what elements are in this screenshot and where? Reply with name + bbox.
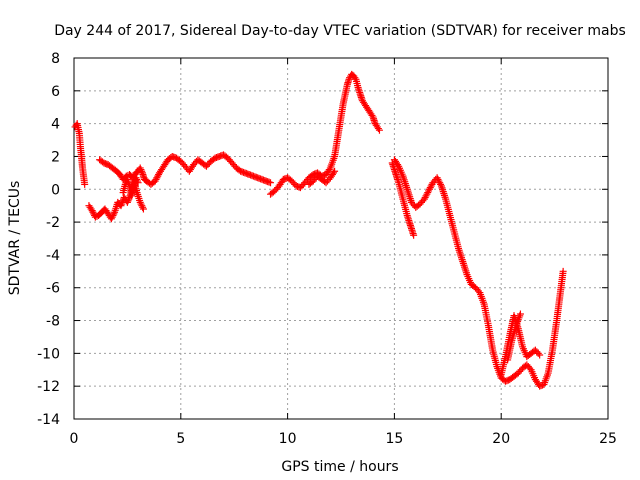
x-axis-label: GPS time / hours bbox=[281, 459, 398, 475]
data-point bbox=[434, 175, 442, 183]
data-point bbox=[368, 111, 376, 119]
y-tick-label: -14 bbox=[37, 412, 60, 428]
grid bbox=[74, 58, 608, 419]
data-point bbox=[91, 213, 99, 221]
data-point bbox=[424, 189, 432, 197]
data-point bbox=[125, 195, 133, 203]
y-tick-label: 0 bbox=[51, 182, 60, 198]
y-tick-label: 4 bbox=[51, 117, 60, 133]
data-point bbox=[516, 310, 524, 318]
data-point bbox=[132, 174, 140, 182]
chart-title: Day 244 of 2017, Sidereal Day-to-day VTE… bbox=[54, 23, 626, 39]
series-group bbox=[390, 156, 567, 390]
series-group bbox=[119, 174, 142, 200]
data-point bbox=[137, 200, 145, 208]
data-point bbox=[374, 125, 382, 133]
y-tick-label: -6 bbox=[46, 281, 60, 297]
data-point bbox=[117, 202, 125, 210]
y-tick-label: -12 bbox=[37, 379, 60, 395]
data-point bbox=[474, 287, 482, 295]
data-point bbox=[375, 126, 383, 134]
y-tick-label: -8 bbox=[46, 314, 60, 330]
series-group bbox=[85, 177, 147, 223]
axis-ticks: 0 5 10 15 20 25 -14 -12 -10 -8 -6 -4 -2 0 2 4 6 8 bbox=[37, 51, 617, 447]
plot-frame bbox=[73, 57, 609, 420]
y-axis-label: SDTVAR / TECUs bbox=[7, 181, 23, 296]
x-tick-label: 0 bbox=[70, 431, 79, 447]
data-point bbox=[420, 195, 428, 203]
data-point bbox=[421, 193, 429, 201]
data-point bbox=[89, 208, 97, 216]
series-group bbox=[96, 151, 275, 188]
data-point bbox=[88, 207, 96, 215]
y-tick-label: 2 bbox=[51, 149, 60, 165]
data-point bbox=[425, 187, 433, 195]
data-point bbox=[124, 197, 132, 205]
data-point bbox=[351, 74, 359, 82]
data-series bbox=[71, 70, 567, 390]
data-point bbox=[330, 169, 338, 177]
data-point bbox=[118, 200, 126, 208]
data-point bbox=[436, 179, 444, 187]
data-point bbox=[427, 182, 435, 190]
data-point bbox=[152, 175, 160, 183]
series-group bbox=[267, 70, 383, 198]
data-point bbox=[123, 198, 131, 206]
data-point bbox=[423, 190, 431, 198]
data-point bbox=[559, 267, 567, 275]
data-point bbox=[137, 166, 145, 174]
data-point bbox=[154, 172, 162, 180]
x-tick-label: 20 bbox=[492, 431, 510, 447]
data-point bbox=[108, 213, 116, 221]
data-point bbox=[139, 203, 147, 211]
data-point bbox=[136, 198, 144, 206]
data-point bbox=[138, 202, 146, 210]
data-point bbox=[133, 175, 141, 183]
x-tick-label: 5 bbox=[176, 431, 185, 447]
data-point bbox=[433, 174, 441, 182]
data-point bbox=[267, 179, 275, 187]
data-point bbox=[526, 364, 534, 372]
series-group bbox=[305, 167, 339, 188]
y-tick-label: -4 bbox=[46, 248, 60, 264]
data-point bbox=[325, 166, 333, 174]
x-tick-label: 25 bbox=[599, 431, 617, 447]
x-tick-label: 10 bbox=[279, 431, 297, 447]
data-point bbox=[134, 179, 142, 187]
data-point bbox=[110, 210, 118, 218]
data-point bbox=[133, 177, 141, 185]
x-tick-label: 15 bbox=[385, 431, 403, 447]
data-point bbox=[81, 180, 89, 188]
data-point bbox=[136, 164, 144, 172]
data-point bbox=[534, 349, 542, 357]
data-point bbox=[435, 177, 443, 185]
y-tick-label: -10 bbox=[37, 346, 60, 362]
series-group bbox=[71, 120, 89, 188]
data-point bbox=[107, 215, 115, 223]
data-point bbox=[151, 177, 159, 185]
y-tick-label: 8 bbox=[51, 51, 60, 67]
data-point bbox=[410, 231, 418, 239]
data-point bbox=[139, 205, 147, 213]
data-point bbox=[536, 351, 544, 359]
data-point bbox=[109, 212, 117, 220]
y-tick-label: -2 bbox=[46, 215, 60, 231]
data-point bbox=[437, 180, 445, 188]
data-point bbox=[426, 184, 434, 192]
series-group bbox=[504, 310, 524, 364]
data-point bbox=[331, 167, 339, 175]
y-tick-label: 6 bbox=[51, 84, 60, 100]
data-point bbox=[138, 167, 146, 175]
data-point bbox=[422, 192, 430, 200]
data-point bbox=[425, 185, 433, 193]
data-point bbox=[394, 161, 402, 169]
data-point bbox=[153, 174, 161, 182]
